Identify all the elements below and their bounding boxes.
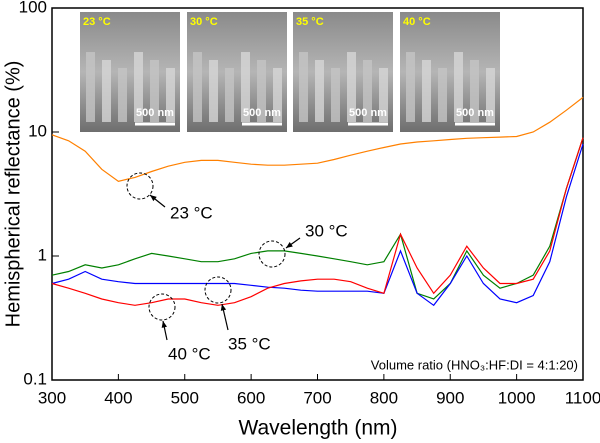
series-line [51,137,584,300]
pillar [193,52,202,122]
pillar [406,52,415,122]
inset-label: 35 °C [296,16,324,28]
pillar [166,68,175,122]
series-line [51,143,584,307]
annotation-circle [204,276,232,304]
x-tick-label: 500 [171,388,199,407]
x-tick-label: 700 [303,388,331,407]
pillar [422,60,431,122]
inset-image: 30 °C 500 nm [187,12,287,132]
scale-bar-label: 500 nm [136,107,174,119]
series-line [51,137,584,306]
inset-label: 40 °C [403,16,431,28]
sem-image [293,12,393,132]
inset-image: 23 °C 500 nm [80,12,180,132]
series-label: 23 °C [170,203,213,222]
pillar [486,68,495,122]
series-label: 40 °C [168,344,211,363]
pillar [470,60,479,122]
annotation-circle [258,240,286,268]
pillar [363,60,372,122]
x-tick-label: 300 [38,388,66,407]
arrow-head [161,321,167,328]
pillar [347,52,356,122]
y-tick-label: 100 [19,0,47,16]
x-tick-label: 400 [104,388,132,407]
arrow-head [286,242,293,248]
annotation-circle [148,293,176,321]
pillar [331,68,340,122]
pillar [118,68,127,122]
pillar [134,52,143,122]
inset-image: 40 °C 500 nm [400,12,500,132]
annotation-circle [126,172,154,200]
y-tick-label: 0.1 [23,369,47,388]
y-axis-label: Hemispherical reflectance (%) [2,61,24,328]
pillar [273,68,282,122]
scale-bar-label: 500 nm [456,107,494,119]
series-label: 30 °C [305,221,348,240]
pillar [102,60,111,122]
series-line [51,96,584,182]
pillar [241,52,250,122]
scale-bar-label: 500 nm [349,107,387,119]
inset-image: 35 °C 500 nm [293,12,393,132]
x-axis-label: Wavelength (nm) [238,417,397,440]
pillar [86,52,95,122]
scale-bar-label: 500 nm [243,107,281,119]
sem-image [187,12,287,132]
inset-label: 30 °C [190,16,218,28]
sem-image [80,12,180,132]
x-tick-label: 800 [370,388,398,407]
pillar [257,60,266,122]
arrow-head [220,304,227,311]
pillar [379,68,388,122]
inset-label: 23 °C [83,16,111,28]
x-tick-label: 1100 [565,388,600,407]
pillar [299,52,308,122]
pillar [315,60,324,122]
sem-image [400,12,500,132]
y-tick-label: 10 [28,121,47,140]
pillar [454,52,463,122]
x-tick-label: 600 [237,388,265,407]
arrow-head [150,195,157,202]
x-tick-label: 1000 [498,388,536,407]
note: Volume ratio (HNO₃:HF:DI = 4:1:20) [371,357,578,372]
y-tick-label: 1 [38,245,47,264]
x-tick-label: 900 [436,388,464,407]
pillar [150,60,159,122]
series-label: 35 °C [228,334,271,353]
pillar [225,68,234,122]
pillar [438,68,447,122]
pillar [209,60,218,122]
